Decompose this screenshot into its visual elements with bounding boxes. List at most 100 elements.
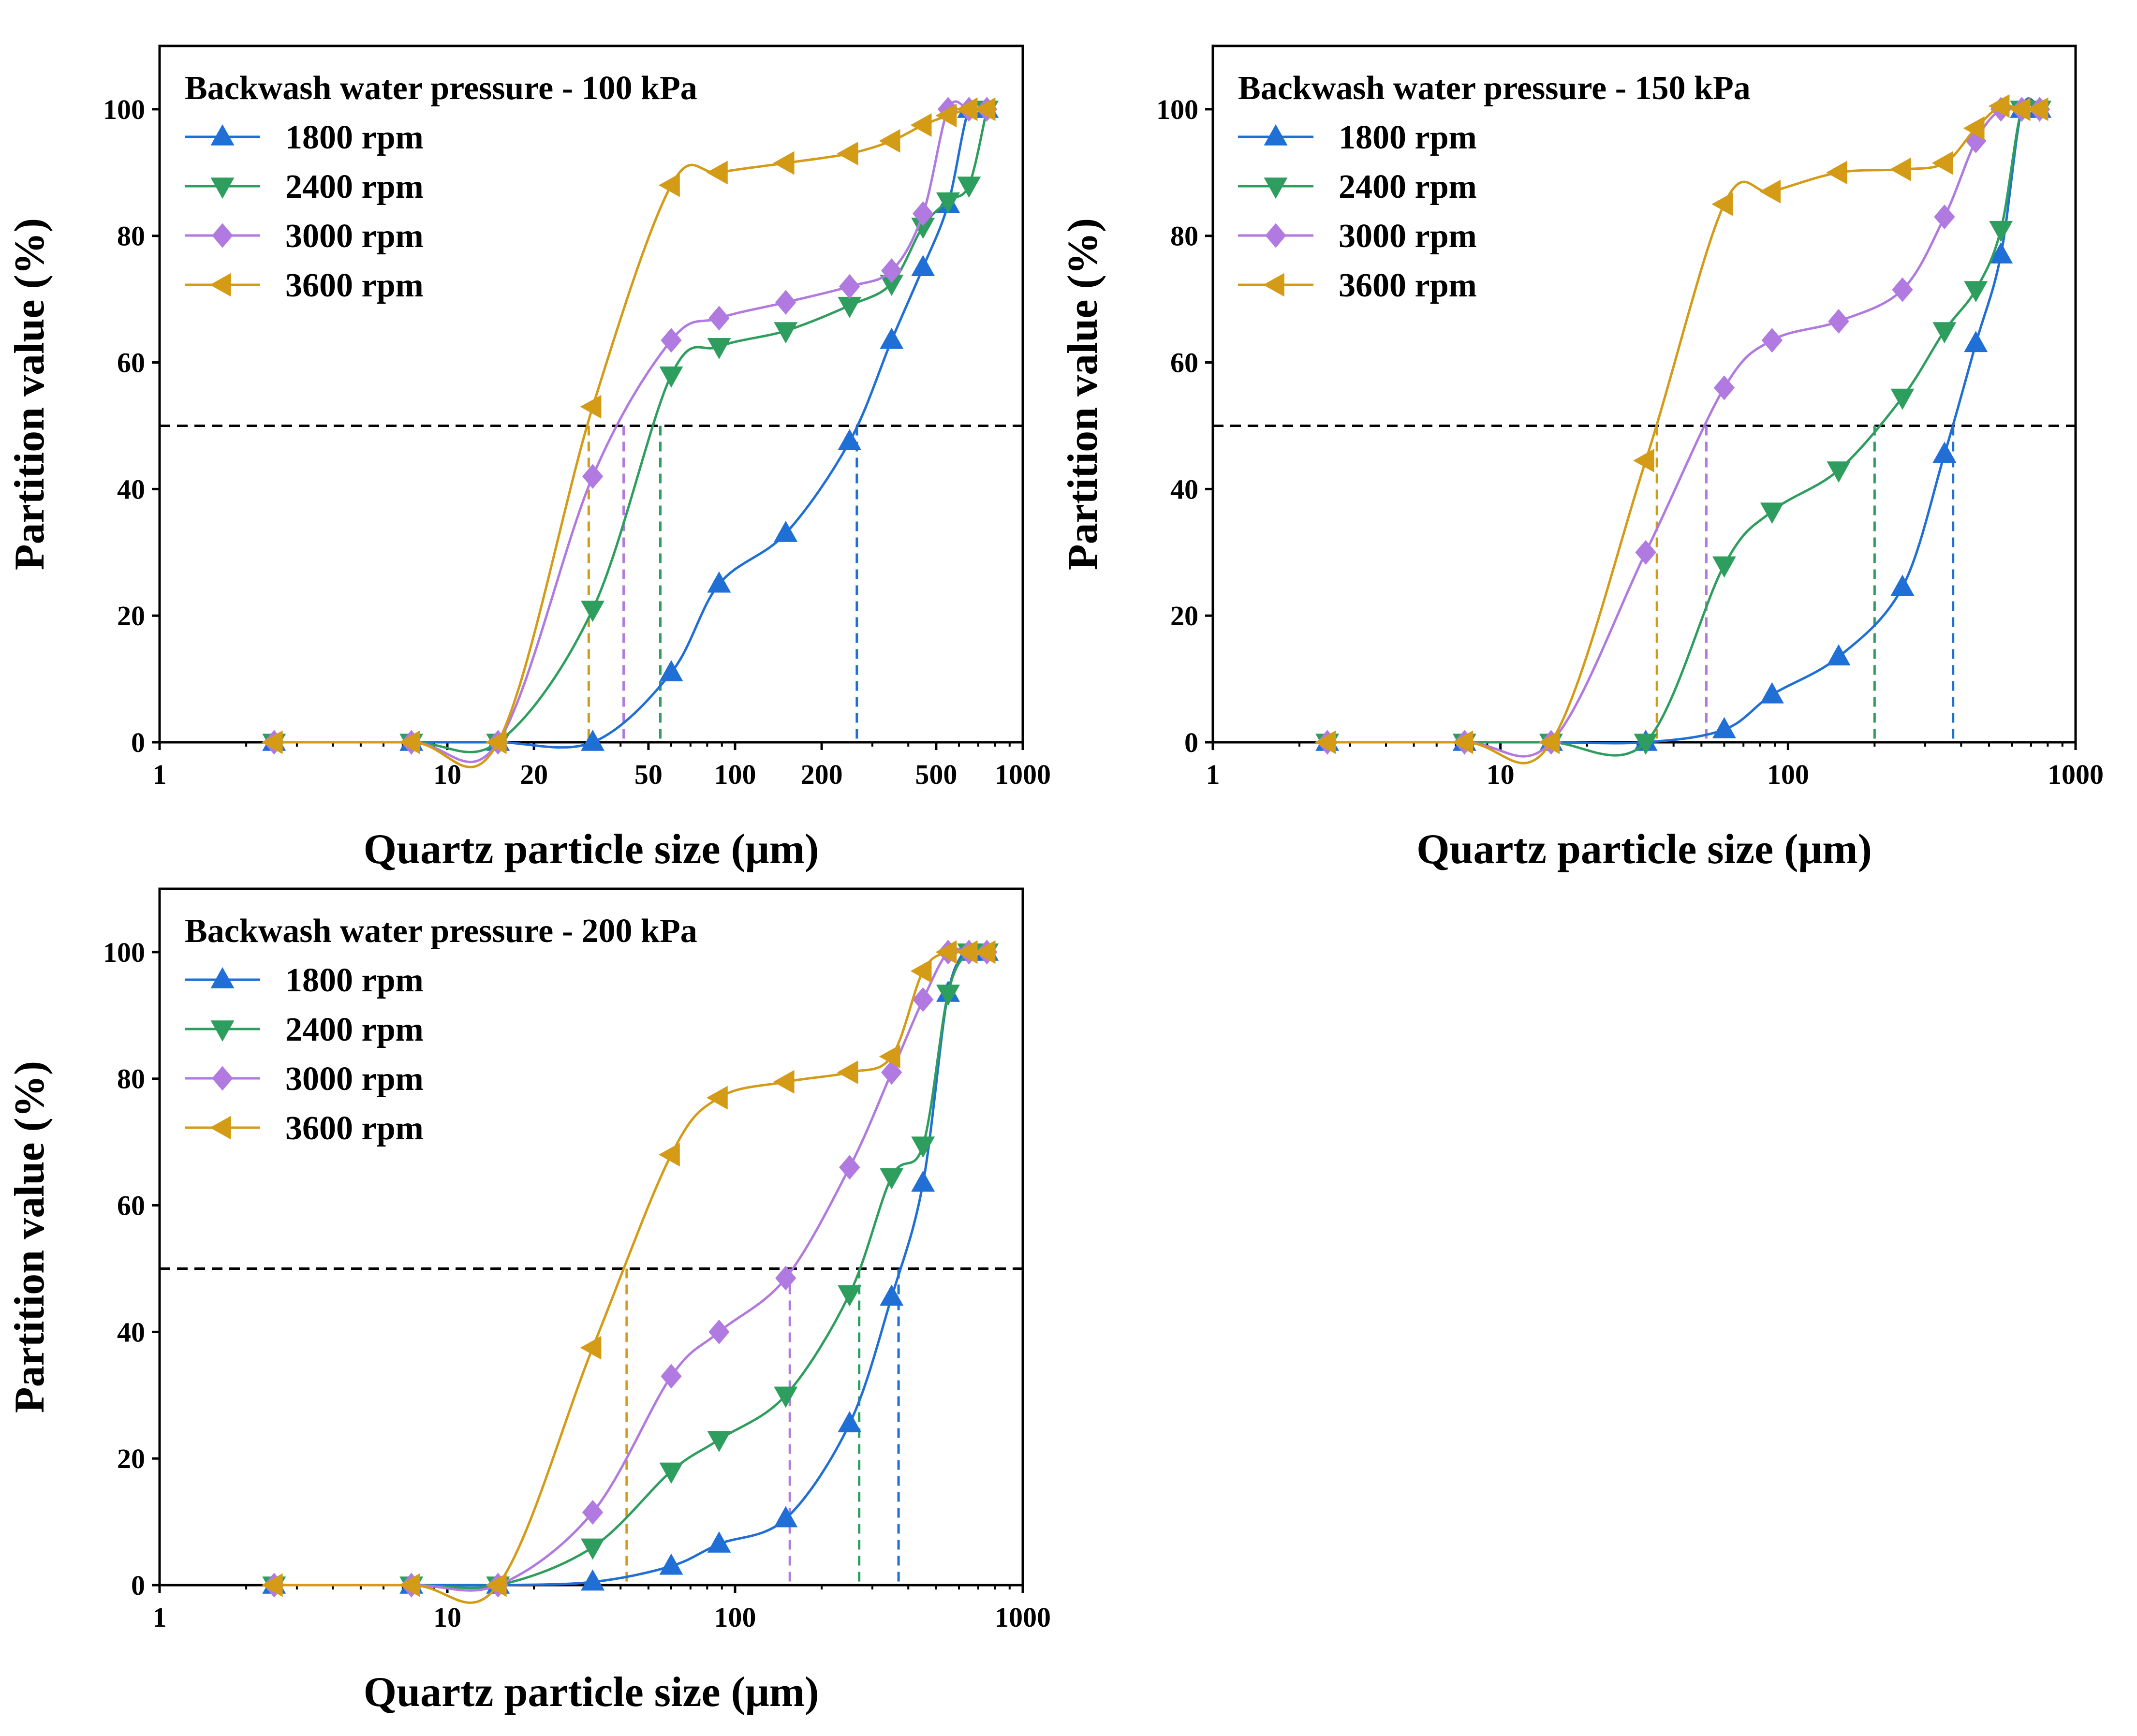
- data-point: [1964, 281, 1988, 303]
- data-point: [935, 940, 957, 964]
- data-point: [582, 464, 604, 489]
- data-point: [582, 1500, 604, 1525]
- legend-title: Backwash water pressure - 100 kPa: [185, 70, 697, 107]
- x-tick-label: 20: [520, 759, 548, 790]
- data-point: [881, 258, 902, 283]
- data-point: [837, 1060, 858, 1085]
- data-point: [1633, 448, 1654, 472]
- y-tick-label: 100: [103, 937, 145, 968]
- data-point: [1932, 322, 1957, 344]
- data-point: [398, 1573, 420, 1597]
- data-point: [581, 1538, 605, 1560]
- chart-panel-3: 0 20 40 60 80 100 1 10 100 1000 Quartz particle si…: [6, 887, 1051, 1716]
- x-axis-label: Quartz particle size (μm): [364, 1669, 819, 1716]
- x-tick-label: 10: [433, 1602, 461, 1633]
- data-point: [775, 1265, 796, 1291]
- series-line: [274, 107, 987, 768]
- data-point: [911, 255, 935, 276]
- x-tick-label: 100: [714, 759, 756, 790]
- y-tick-label: 100: [1156, 94, 1198, 125]
- data-point: [708, 1319, 730, 1344]
- data-point: [839, 274, 860, 299]
- y-tick-label: 20: [117, 600, 145, 632]
- y-tick-label: 0: [1184, 727, 1198, 758]
- data-point: [1712, 556, 1736, 578]
- legend-marker: [210, 177, 235, 199]
- data-point: [912, 201, 934, 226]
- y-axis-label: Partition value (%): [1060, 218, 1106, 570]
- data-point: [485, 730, 507, 754]
- data-point: [880, 1168, 904, 1190]
- data-point: [1934, 204, 1955, 229]
- data-point: [659, 660, 683, 681]
- data-point: [1314, 730, 1336, 754]
- x-axis-label: Quartz particle size (μm): [1416, 826, 1872, 873]
- y-tick-label: 40: [1170, 473, 1198, 505]
- legend-entry: 1800 rpm: [1339, 119, 1477, 156]
- data-point: [1988, 94, 2010, 118]
- legend-marker: [210, 1020, 235, 1042]
- chart-panel-2: 0 20 40 60 80 100 1 10 100 1000 Quartz particle si…: [1060, 44, 2104, 873]
- legend-entry: 3600 rpm: [285, 267, 424, 304]
- x-tick-label: 10: [1487, 759, 1515, 790]
- y-tick-label: 80: [117, 221, 145, 252]
- legend-marker: [212, 223, 233, 248]
- data-point: [910, 113, 932, 137]
- series-line: [274, 109, 988, 753]
- data-point: [1759, 179, 1781, 204]
- y-tick-label: 60: [1170, 347, 1198, 379]
- data-point: [910, 959, 932, 983]
- data-point: [1760, 502, 1784, 524]
- legend-marker: [209, 1116, 231, 1140]
- data-point: [1712, 717, 1736, 738]
- data-point: [261, 1573, 283, 1597]
- data-point: [839, 1155, 860, 1180]
- data-point: [838, 1285, 862, 1307]
- data-point: [658, 1143, 680, 1167]
- x-tick-label: 500: [915, 759, 957, 790]
- data-point: [838, 1411, 862, 1432]
- legend-entry: 1800 rpm: [285, 119, 424, 156]
- data-point: [1452, 730, 1474, 754]
- data-point: [775, 290, 796, 315]
- data-point: [661, 328, 682, 353]
- legend-marker: [210, 967, 235, 988]
- legend-entry: 3600 rpm: [285, 1110, 424, 1147]
- data-point: [1989, 242, 2013, 264]
- data-point: [1989, 221, 2013, 242]
- data-point: [706, 161, 728, 185]
- data-point: [1931, 151, 1953, 175]
- y-axis-label: Partition value (%): [6, 1061, 53, 1413]
- data-point: [1892, 277, 1913, 302]
- legend-entry: 2400 rpm: [285, 1011, 424, 1048]
- data-point: [707, 338, 731, 359]
- legend-marker: [210, 124, 235, 146]
- y-axis-label: Partition value (%): [6, 218, 53, 570]
- legend-entry: 3000 rpm: [1339, 218, 1477, 255]
- y-tick-label: 60: [117, 1190, 145, 1221]
- data-point: [1761, 328, 1783, 353]
- data-point: [774, 322, 798, 344]
- data-point: [774, 1506, 798, 1528]
- data-point: [774, 520, 798, 542]
- y-tick-label: 0: [131, 727, 145, 758]
- data-point: [261, 730, 283, 754]
- data-point: [881, 1060, 902, 1085]
- x-tick-label: 1000: [2048, 759, 2104, 790]
- data-point: [773, 1070, 795, 1094]
- y-tick-label: 20: [1170, 600, 1198, 632]
- legend-title: Backwash water pressure - 200 kPa: [185, 912, 697, 950]
- data-point: [1963, 116, 1985, 140]
- legend-title: Backwash water pressure - 150 kPa: [1238, 70, 1751, 107]
- legend-marker: [1265, 223, 1286, 248]
- data-point: [774, 1386, 798, 1408]
- y-tick-label: 40: [117, 473, 145, 505]
- legend-entry: 3600 rpm: [1339, 267, 1477, 304]
- data-point: [1538, 730, 1560, 754]
- data-point: [911, 1136, 935, 1158]
- data-point: [1634, 734, 1658, 755]
- data-point: [659, 1553, 683, 1575]
- data-point: [707, 1531, 731, 1553]
